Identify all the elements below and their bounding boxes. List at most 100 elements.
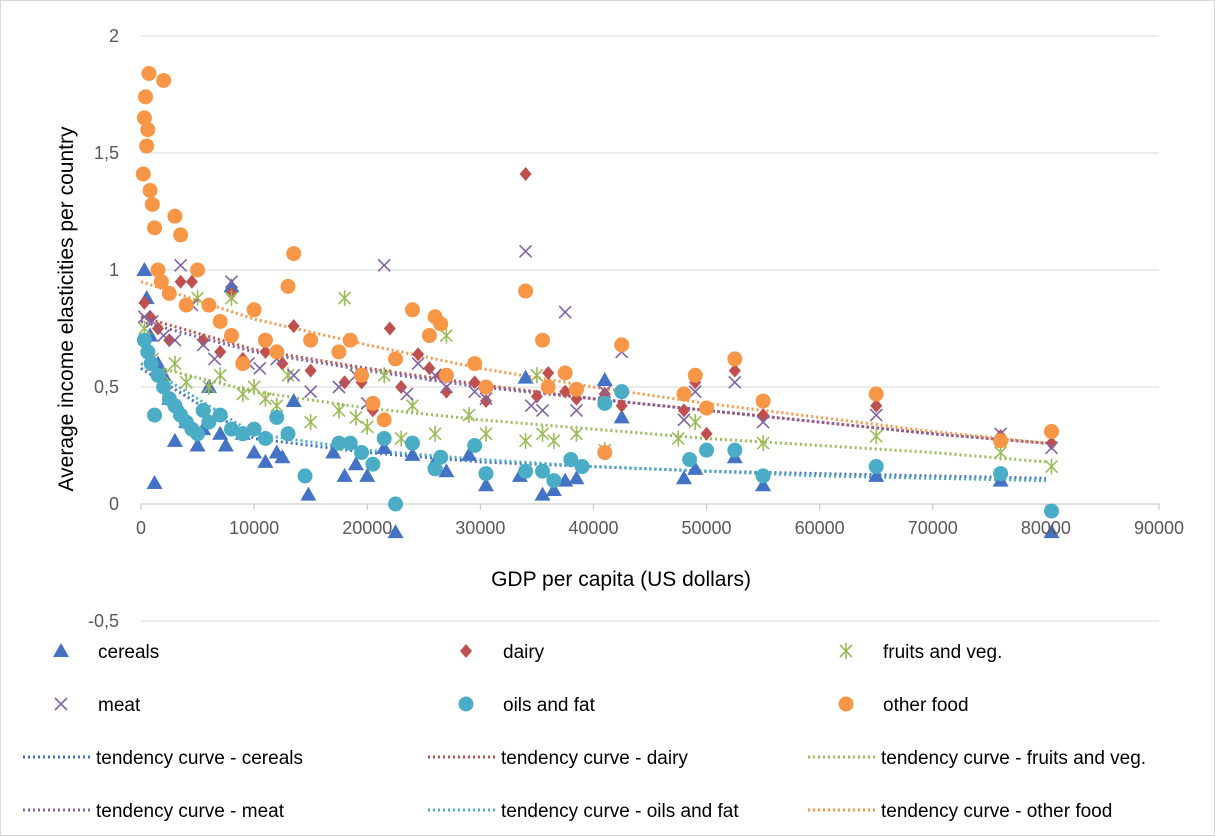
data-point: [287, 368, 301, 382]
data-point: [338, 290, 352, 307]
series-oils-and-fat: [136, 332, 1060, 519]
data-point: [287, 319, 300, 334]
legend-marker: [53, 643, 69, 657]
y-tick-label: 1,5: [94, 143, 119, 163]
data-point: [142, 182, 158, 198]
data-point: [136, 332, 152, 348]
data-point: [569, 403, 584, 417]
data-point: [727, 351, 743, 367]
legend-label: tendency curve - fruits and veg.: [881, 748, 1146, 769]
trend-line: [140, 315, 1047, 445]
data-point: [303, 332, 319, 348]
data-point: [755, 468, 771, 484]
data-point: [387, 524, 404, 539]
legend-marker: [838, 696, 854, 712]
data-point: [223, 328, 239, 344]
legend-label: tendency curve - dairy: [501, 748, 688, 769]
data-point: [1044, 423, 1060, 439]
data-point: [540, 379, 556, 395]
data-point: [168, 333, 182, 347]
data-point: [280, 278, 296, 294]
data-point: [332, 380, 346, 394]
data-point: [376, 412, 392, 428]
data-point: [869, 408, 883, 422]
data-point: [168, 355, 182, 372]
x-tick-label: 60000: [795, 518, 845, 538]
data-points: [135, 65, 1060, 539]
data-point: [428, 425, 442, 442]
data-point: [247, 379, 261, 395]
data-point: [535, 463, 551, 479]
y-tick-label: -0,5: [88, 611, 119, 631]
trend-line: [140, 320, 1047, 445]
data-point: [569, 425, 584, 442]
data-point: [189, 437, 206, 452]
x-axis-title: GDP per capita (US dollars): [491, 568, 751, 591]
data-point: [557, 365, 573, 381]
data-point: [388, 351, 403, 367]
data-point: [1044, 441, 1059, 455]
data-point: [615, 398, 628, 413]
data-point: [269, 344, 285, 360]
data-point: [300, 486, 317, 501]
data-point: [1044, 503, 1060, 519]
data-point: [700, 426, 713, 441]
data-point: [138, 295, 151, 310]
data-point: [597, 395, 613, 411]
data-point: [546, 473, 562, 489]
data-point: [468, 375, 481, 390]
data-point: [140, 344, 156, 360]
data-point: [285, 393, 302, 408]
data-point: [259, 344, 272, 359]
data-point: [671, 430, 685, 447]
data-point: [143, 356, 159, 372]
data-point: [868, 459, 884, 475]
legend: cereals dairy fruits and veg. meat oils and …: [23, 642, 1146, 822]
data-point: [728, 375, 742, 389]
data-point: [563, 452, 579, 468]
data-point: [173, 227, 189, 243]
data-point: [223, 421, 239, 437]
data-point: [479, 425, 493, 442]
data-point: [614, 337, 630, 353]
data-point: [146, 474, 163, 489]
data-point: [535, 332, 551, 348]
data-point: [349, 409, 363, 426]
legend-label: fruits and veg.: [883, 642, 1002, 663]
data-point: [404, 446, 421, 461]
data-point: [135, 166, 151, 182]
data-point: [439, 380, 453, 394]
data-point: [535, 403, 550, 417]
data-point: [699, 400, 715, 416]
data-point: [868, 467, 885, 482]
data-point: [530, 389, 543, 404]
data-point: [223, 278, 240, 293]
data-point: [147, 407, 163, 423]
data-point: [677, 413, 691, 427]
data-point: [246, 421, 262, 437]
data-point: [212, 313, 228, 329]
legend-label: tendency curve - oils and fat: [501, 801, 739, 822]
data-point: [153, 274, 169, 290]
data-point: [477, 477, 494, 492]
legend-label: other food: [883, 695, 969, 716]
data-point: [246, 444, 263, 459]
data-point: [868, 386, 884, 402]
data-point: [411, 357, 425, 371]
data-point: [269, 409, 285, 425]
x-tick-label: 10000: [229, 518, 279, 538]
data-point: [1044, 458, 1059, 475]
data-point: [675, 470, 692, 485]
data-point: [404, 302, 420, 318]
data-point: [568, 470, 585, 485]
data-point: [438, 367, 454, 383]
data-point: [304, 385, 318, 399]
data-point: [687, 460, 704, 475]
data-point: [614, 384, 630, 400]
data-point: [676, 386, 692, 402]
grid-lines: [140, 35, 1160, 622]
data-point: [756, 435, 770, 452]
data-point: [427, 461, 443, 477]
